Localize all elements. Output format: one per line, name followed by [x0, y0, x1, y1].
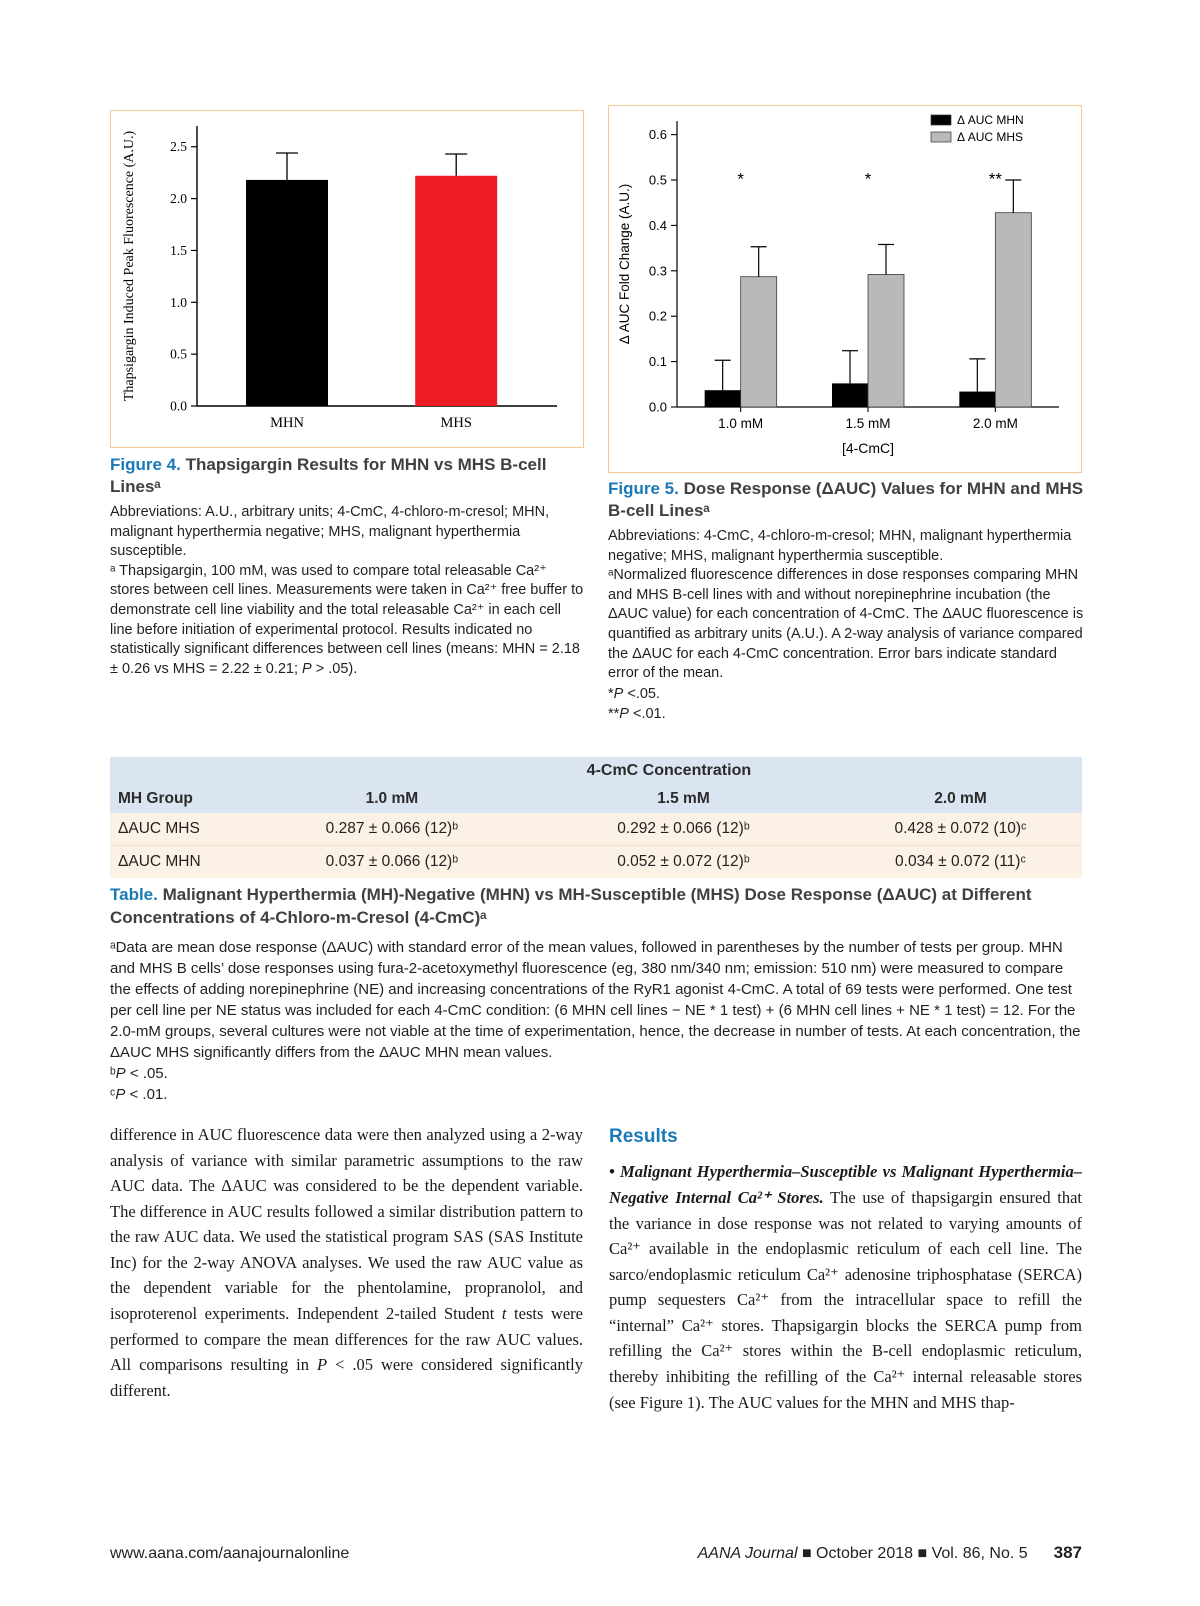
results-heading: Results: [609, 1126, 678, 1147]
svg-text:Δ AUC MHN: Δ AUC MHN: [957, 113, 1024, 127]
figure5-caption: Figure 5. Dose Response (ΔAUC) Values fo…: [608, 478, 1084, 724]
svg-text:0.3: 0.3: [649, 263, 667, 278]
figure4-bar-chart-svg: 0.0 0.5 1.0 1.5 2.0 2.5 MHN MHS Thapsigargin Ind…: [122, 125, 557, 431]
table-row-label: ΔAUC MHN: [110, 845, 256, 878]
svg-text:0.5: 0.5: [170, 346, 187, 361]
footer-journal-info: AANA Journal ■ October 2018 ■ Vol. 86, N…: [697, 1545, 1028, 1562]
svg-text:0.2: 0.2: [649, 308, 667, 323]
table-cell: 0.287 ± 0.066 (12)ᵇ: [255, 813, 528, 846]
svg-text:**: **: [989, 169, 1003, 188]
svg-text:0.0: 0.0: [170, 398, 187, 413]
svg-text:2.0 mM: 2.0 mM: [973, 416, 1018, 431]
svg-text:Δ AUC Fold Change (A.U.): Δ AUC Fold Change (A.U.): [617, 183, 632, 344]
table-col-2-0mM: 2.0 mM: [838, 785, 1082, 813]
table-cell: 0.037 ± 0.066 (12)ᵇ: [255, 845, 528, 878]
svg-text:0.0: 0.0: [649, 399, 667, 414]
bar-1.0 mM: [704, 389, 741, 407]
bar-1.5 mM: [832, 382, 868, 407]
figure4-caption: Figure 4. Thapsigargin Results for MHN v…: [110, 454, 586, 679]
body-right-column: Results • Malignant Hyperthermia–Suscept…: [609, 1122, 1082, 1415]
table-span-header-row: 4-CmC Concentration: [110, 757, 1082, 785]
svg-text:MHS: MHS: [440, 415, 471, 431]
table-span-header-spacer: [110, 757, 256, 785]
table-label: Table.: [110, 885, 158, 904]
svg-text:1.5: 1.5: [170, 242, 187, 257]
results-paragraph: • Malignant Hyperthermia–Susceptible vs …: [609, 1162, 1082, 1412]
svg-text:[4-CmC]: [4-CmC]: [842, 440, 894, 456]
svg-text:Δ AUC MHS: Δ AUC MHS: [957, 130, 1023, 144]
bar-1.5 mM: [867, 273, 905, 407]
table-title: Malignant Hyperthermia (MH)-Negative (MH…: [110, 885, 1032, 927]
table-cell: 0.052 ± 0.072 (12)ᵇ: [527, 845, 839, 878]
footer-right: AANA Journal ■ October 2018 ■ Vol. 86, N…: [698, 1543, 1082, 1563]
svg-text:2.0: 2.0: [170, 191, 187, 206]
figure4-title-line: Figure 4. Thapsigargin Results for MHN v…: [110, 454, 586, 498]
table-title-line: Table. Malignant Hyperthermia (MH)-Negat…: [110, 884, 1082, 930]
body-text: difference in AUC fluorescence data were…: [110, 1122, 1082, 1415]
figure5-label: Figure 5.: [608, 479, 679, 498]
table-row-mhn: ΔAUC MHN 0.037 ± 0.066 (12)ᵇ 0.052 ± 0.0…: [110, 845, 1082, 878]
figure5-title-line: Figure 5. Dose Response (ΔAUC) Values fo…: [608, 478, 1084, 522]
dose-response-table: 4-CmC Concentration MH Group 1.0 mM 1.5 …: [110, 757, 1082, 878]
figure5-footnote: ᵃNormalized fluorescence differences in …: [608, 567, 1084, 682]
bar-2.0 mM: [994, 211, 1032, 407]
figure5-bar-chart-svg: 0.0 0.1 0.2 0.3 0.4 0.5 0.6 1.0 mM * 1.5 mM * 2.0 m…: [617, 113, 1059, 456]
table-caption: Table. Malignant Hyperthermia (MH)-Negat…: [110, 884, 1082, 1105]
table-cell: 0.428 ± 0.072 (10)ᶜ: [838, 813, 1082, 846]
bar-MHN: [246, 179, 328, 406]
svg-text:Thapsigargin Induced Peak Fluo: Thapsigargin Induced Peak Fluorescence (…: [122, 130, 137, 401]
legend-swatch: [930, 131, 952, 142]
page-footer: www.aana.com/aanajournalonline AANA Jour…: [110, 1543, 1082, 1563]
svg-text:2.5: 2.5: [170, 139, 187, 154]
table-row-label: ΔAUC MHS: [110, 813, 256, 846]
methods-paragraph: difference in AUC fluorescence data were…: [110, 1125, 583, 1400]
table-col-1-0mM: 1.0 mM: [255, 785, 528, 813]
figure5-panel: 0.0 0.1 0.2 0.3 0.4 0.5 0.6 1.0 mM * 1.5 mM * 2.0 m…: [608, 105, 1082, 473]
table-section: 4-CmC Concentration MH Group 1.0 mM 1.5 …: [110, 757, 1082, 878]
table-row-mhs: ΔAUC MHS 0.287 ± 0.066 (12)ᵇ 0.292 ± 0.0…: [110, 813, 1082, 846]
figure4-footnote: ᵃ Thapsigargin, 100 mM, was used to comp…: [110, 562, 584, 677]
svg-text:0.5: 0.5: [649, 172, 667, 187]
svg-text:1.5 mM: 1.5 mM: [845, 416, 890, 431]
bar-MHS: [415, 175, 498, 406]
svg-text:0.4: 0.4: [649, 217, 667, 232]
footer-url[interactable]: www.aana.com/aanajournalonline: [110, 1545, 350, 1562]
svg-text:0.1: 0.1: [649, 354, 667, 369]
svg-text:MHN: MHN: [270, 415, 304, 431]
table-footnote-b: ᵇP < .05.: [110, 1064, 168, 1082]
figure5-significance-note-2: **P <.01.: [608, 705, 666, 722]
figure4-label: Figure 4.: [110, 455, 181, 474]
table-footnote-a: ᵃData are mean dose response (ΔAUC) with…: [110, 938, 1081, 1061]
footer-page-number: 387: [1053, 1543, 1082, 1562]
table-cell: 0.034 ± 0.072 (11)ᶜ: [838, 845, 1082, 878]
legend-swatch: [930, 114, 952, 125]
figure5-abbreviations: Abbreviations: 4-CmC, 4-chloro-m-cresol;…: [608, 528, 1072, 564]
table-col-mh-group: MH Group: [110, 785, 256, 813]
svg-text:*: *: [865, 169, 872, 188]
figure4-panel: 0.0 0.5 1.0 1.5 2.0 2.5 MHN MHS Thapsigargin Ind…: [110, 110, 584, 448]
bar-1.0 mM: [740, 275, 778, 407]
figure4-abbreviations: Abbreviations: A.U., arbitrary units; 4-…: [110, 504, 550, 560]
svg-text:*: *: [737, 169, 744, 188]
bar-2.0 mM: [959, 391, 996, 407]
figure4-chart: 0.0 0.5 1.0 1.5 2.0 2.5 MHN MHS Thapsigargin Ind…: [111, 110, 583, 449]
table-footnote-c: ᶜP < .01.: [110, 1085, 168, 1103]
figure4-title: Thapsigargin Results for MHN vs MHS B-ce…: [110, 455, 547, 497]
table-col-1-5mM: 1.5 mM: [527, 785, 839, 813]
table-cell: 0.292 ± 0.066 (12)ᵇ: [527, 813, 839, 846]
figure5-title: Dose Response (ΔAUC) Values for MHN and …: [608, 479, 1084, 521]
svg-text:1.0 mM: 1.0 mM: [718, 416, 763, 431]
svg-text:0.6: 0.6: [649, 127, 667, 142]
table-span-header: 4-CmC Concentration: [255, 757, 1082, 785]
svg-text:1.0: 1.0: [170, 294, 187, 309]
body-left-column: difference in AUC fluorescence data were…: [110, 1122, 583, 1415]
table-column-header-row: MH Group 1.0 mM 1.5 mM 2.0 mM: [110, 785, 1082, 813]
figure5-chart: 0.0 0.1 0.2 0.3 0.4 0.5 0.6 1.0 mM * 1.5 mM * 2.0 m…: [609, 105, 1081, 474]
figure5-significance-note-1: *P <.05.: [608, 685, 661, 702]
